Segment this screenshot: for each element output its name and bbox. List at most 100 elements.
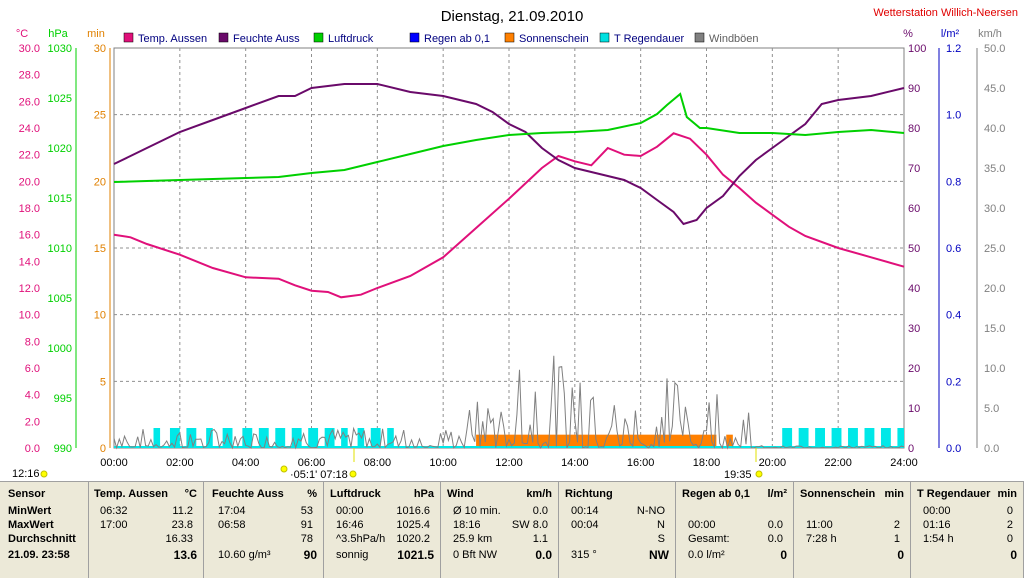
chart-legend: Temp. Aussen Feuchte Auss Luftdruck Regen a… xyxy=(123,32,759,45)
summary-value: 1 xyxy=(893,533,900,545)
rain-duration-bar xyxy=(387,428,394,448)
summary-unit: % xyxy=(307,488,317,500)
series-line-luftdruck xyxy=(113,92,905,183)
x-tick-label: 20:00 xyxy=(759,457,787,469)
axis-tick-temp: 10.0 xyxy=(19,310,40,322)
axis-tick-pressure: 1000 xyxy=(48,343,72,355)
summary-value: 0 xyxy=(780,548,787,562)
axis-tick-temp: 18.0 xyxy=(19,203,40,215)
axis-tick-humidity: 50 xyxy=(908,243,920,255)
axis-tick-minutes: 0 xyxy=(100,443,106,455)
summary-value-label: 00:04 xyxy=(571,519,599,531)
summary-col-sun: Sonnenschein min 11:00 2 7:28 h 1 0 xyxy=(794,482,911,578)
summary-value-label: 01:16 xyxy=(923,519,951,531)
summary-unit: hPa xyxy=(413,488,434,500)
axis-tick-humidity: 70 xyxy=(908,163,920,175)
x-tick-label: 14:00 xyxy=(561,457,589,469)
axis-tick-humidity: 10 xyxy=(908,403,920,415)
axis-unit-wind: km/h xyxy=(978,28,1002,40)
axis-tick-humidity: 20 xyxy=(908,363,920,375)
axis-tick-wind: 45.0 xyxy=(984,83,1005,95)
axis-tick-humidity: 0 xyxy=(908,443,914,455)
summary-value-label: 17:00 xyxy=(100,519,128,531)
chart-title: Dienstag, 21.09.2010 xyxy=(441,8,584,25)
legend-swatch xyxy=(599,32,610,43)
summary-value-label: 315 ° xyxy=(571,549,597,561)
rain-duration-bar xyxy=(815,428,825,448)
axis-tick-pressure: 995 xyxy=(54,393,72,405)
summary-value: N-NO xyxy=(636,505,665,517)
axis-tick-wind: 30.0 xyxy=(984,203,1005,215)
x-tick-label: 16:00 xyxy=(627,457,655,469)
sunrise-label: ·05:1' 07:18 xyxy=(290,469,348,481)
legend-label: Regen ab 0,1 xyxy=(424,33,490,45)
legend-label: Luftdruck xyxy=(328,33,374,45)
summary-header: Feuchte Auss xyxy=(212,488,284,500)
axis-tick-pressure: 1005 xyxy=(48,293,72,305)
summary-value-label: 11:00 xyxy=(806,519,833,531)
axis-tick-humidity: 30 xyxy=(908,323,920,335)
legend-label: Windböen xyxy=(709,33,759,45)
axis-tick-temp: 22.0 xyxy=(19,150,40,162)
rain-duration-bar xyxy=(242,428,253,448)
axis-tick-pressure: 1030 xyxy=(48,43,72,55)
axis-unit-rain: l/m² xyxy=(941,28,960,40)
wind-gust-series xyxy=(113,355,905,450)
summary-value-label: 06:32 xyxy=(100,505,128,517)
summary-value-label: Gesamt: xyxy=(688,533,730,545)
summary-col-wind: Wind km/h Ø 10 min. 0.0 18:16 SW 8.0 25.9 km 1.… xyxy=(441,482,559,578)
axis-tick-wind: 35.0 xyxy=(984,163,1005,175)
rain-duration-bar xyxy=(831,428,842,448)
axis-tick-minutes: 20 xyxy=(94,176,106,188)
summary-value: SW 8.0 xyxy=(511,519,548,531)
daylength-label: 12:16 xyxy=(12,468,40,480)
summary-value: 0 xyxy=(1006,533,1013,545)
series-line-feuchte-auss xyxy=(113,83,905,226)
axis-tick-temp: 0.0 xyxy=(25,443,40,455)
summary-col-rain: Regen ab 0,1 l/m² 00:00 0.0 Gesamt: 0.0 0.0 l/… xyxy=(676,482,794,578)
legend-swatch xyxy=(409,32,420,43)
rain-duration-bar xyxy=(308,428,319,448)
summary-value-label: ^3.5hPa/h xyxy=(336,533,386,545)
rain-duration-bar xyxy=(897,428,904,448)
summary-unit: l/m² xyxy=(767,488,787,500)
axis-tick-rain: 0.6 xyxy=(946,243,961,255)
axis-tick-humidity: 40 xyxy=(908,283,920,295)
axis-tick-rain: 1.2 xyxy=(946,43,961,55)
summary-header: Sensor xyxy=(8,488,46,500)
rain-duration-bar xyxy=(258,428,269,448)
axis-tick-temp: 14.0 xyxy=(19,256,40,268)
axis-tick-rain: 0.4 xyxy=(946,310,961,322)
summary-col-press: Luftdruck hPa 00:00 1016.6 16:46 1025.4 ^3.5hP… xyxy=(324,482,441,578)
axis-units: °C hPa min% l/m² km/h xyxy=(16,28,1002,40)
legend-swatch xyxy=(504,32,515,43)
summary-value: 0 xyxy=(1010,548,1017,562)
summary-header: Regen ab 0,1 xyxy=(682,488,750,500)
axis-tick-temp: 8.0 xyxy=(25,336,40,348)
axis-tick-temp: 28.0 xyxy=(19,70,40,82)
axis-tick-temp: 24.0 xyxy=(19,123,40,135)
rain-duration-bar xyxy=(798,428,809,448)
summary-row-label: Durchschnitt xyxy=(8,533,76,545)
summary-value: 90 xyxy=(303,548,317,562)
summary-value: S xyxy=(657,533,665,545)
summary-col-dir: Richtung 00:14 N-NO 00:04 N S 315 ° NW xyxy=(559,482,676,578)
summary-value: 0.0 xyxy=(535,548,552,562)
summary-value: 23.8 xyxy=(171,519,193,531)
axis-tick-minutes: 10 xyxy=(94,310,106,322)
summary-value: 0 xyxy=(1006,505,1013,517)
axis-tick-minutes: 5 xyxy=(100,376,106,388)
axis-tick-temp: 26.0 xyxy=(19,96,40,108)
summary-value: 0.0 xyxy=(532,505,548,517)
rain-duration-bar xyxy=(357,428,365,448)
axis-unit-pressure: hPa xyxy=(48,28,68,40)
rain-duration-bar xyxy=(222,428,233,448)
summary-header: Richtung xyxy=(565,488,613,500)
summary-value: 78 xyxy=(300,533,313,545)
summary-value: N xyxy=(657,519,665,531)
axis-tick-temp: 6.0 xyxy=(25,363,40,375)
summary-header: Sonnenschein xyxy=(800,488,876,500)
rain-duration-bar xyxy=(880,428,891,448)
summary-header: Luftdruck xyxy=(330,488,381,500)
summary-col-rdur: T Regendauer min 00:00 0 01:16 2 1:54 h 0 0 xyxy=(911,482,1024,578)
